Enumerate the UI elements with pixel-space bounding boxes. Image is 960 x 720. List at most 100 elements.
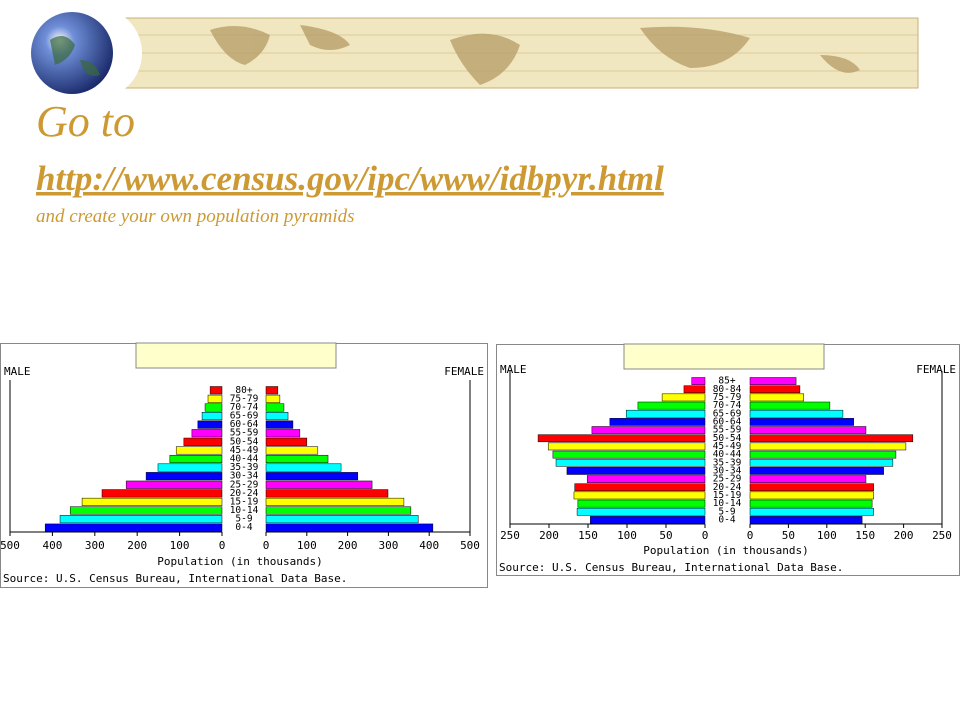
- x-tick-label: 400: [42, 539, 62, 552]
- bar: [265, 497, 405, 506]
- bar: [201, 412, 223, 421]
- age-label: 15-19: [713, 490, 742, 501]
- age-label: 80-84: [713, 384, 742, 395]
- x-axis-label: Population (in thousands): [643, 544, 809, 557]
- bar: [265, 523, 434, 532]
- x-tick-label: 300: [378, 539, 398, 552]
- bar: [265, 515, 419, 524]
- bar: [265, 429, 301, 438]
- bar: [576, 507, 706, 516]
- age-label: 55-59: [230, 428, 259, 439]
- bar: [749, 393, 805, 402]
- age-label: 40-44: [713, 449, 742, 460]
- globe-land: [50, 36, 100, 76]
- link[interactable]: http://www.census.gov/ipc/www/idbpyr.htm…: [36, 159, 664, 198]
- age-label: 30-34: [713, 465, 742, 476]
- bar: [555, 458, 706, 467]
- x-tick-label: 100: [297, 539, 317, 552]
- age-label: 85+: [718, 376, 735, 387]
- age-label: 65-69: [230, 411, 259, 422]
- age-label: 45-49: [713, 441, 742, 452]
- bar: [749, 377, 797, 385]
- age-label: 50-54: [713, 433, 742, 444]
- age-label: 20-24: [230, 488, 259, 499]
- title-box: [623, 343, 825, 370]
- age-label: 25-29: [713, 474, 742, 485]
- bar: [749, 467, 884, 475]
- bar: [691, 377, 706, 385]
- bar: [683, 385, 706, 394]
- title: Go to: [36, 97, 135, 146]
- bar: [265, 437, 308, 446]
- age-label: 75-79: [230, 393, 259, 404]
- age-label: 25-29: [230, 479, 259, 490]
- bar: [749, 442, 907, 451]
- x-tick-label: 200: [539, 529, 559, 542]
- age-label: 50-54: [230, 436, 259, 447]
- bar: [637, 401, 706, 410]
- x-tick-label: 0: [747, 529, 754, 542]
- bar: [265, 472, 359, 481]
- bar: [59, 515, 223, 524]
- bar: [169, 454, 223, 464]
- age-label: 10-14: [230, 505, 259, 516]
- bar: [574, 483, 706, 492]
- bar: [573, 491, 706, 500]
- subtitle: and create your own population pyramids: [36, 206, 355, 227]
- x-tick-label: 500: [460, 539, 480, 552]
- age-label: 5-9: [235, 514, 252, 525]
- age-label: 40-44: [230, 454, 259, 465]
- age-label: 80+: [235, 385, 252, 396]
- bar: [175, 446, 223, 455]
- bar: [552, 450, 706, 459]
- age-label: 20-24: [713, 482, 742, 493]
- bar: [157, 463, 223, 472]
- x-tick-label: 150: [855, 529, 875, 542]
- age-label: 35-39: [230, 462, 259, 473]
- bar: [749, 507, 874, 516]
- bar: [749, 491, 874, 500]
- x-tick-label: 0: [702, 529, 709, 542]
- x-tick-label: 500: [0, 539, 20, 552]
- x-tick-label: 250: [932, 529, 952, 542]
- age-label: 60-64: [713, 416, 742, 427]
- bar: [749, 409, 844, 418]
- bar: [749, 516, 863, 524]
- bar: [265, 420, 294, 429]
- bar: [749, 483, 874, 492]
- x-tick-label: 200: [127, 539, 147, 552]
- bar: [265, 454, 329, 464]
- bar: [749, 401, 831, 410]
- title-box: [135, 342, 337, 369]
- bar: [197, 420, 223, 429]
- x-tick-label: 50: [659, 529, 672, 542]
- x-tick-label: 150: [578, 529, 598, 542]
- bar: [207, 394, 223, 403]
- bar: [265, 394, 281, 403]
- bar: [749, 418, 854, 426]
- x-tick-label: 100: [170, 539, 190, 552]
- bar: [125, 480, 223, 489]
- bar: [265, 489, 389, 498]
- bar: [204, 403, 223, 412]
- bar: [265, 506, 412, 515]
- bar: [81, 497, 223, 506]
- series-label: FEMALE: [916, 363, 956, 376]
- age-label: 0-4: [235, 522, 252, 533]
- bar: [537, 434, 706, 443]
- age-label: 15-19: [230, 496, 259, 507]
- bar: [749, 426, 867, 434]
- age-label: 30-34: [230, 471, 259, 482]
- bar: [265, 386, 279, 395]
- bar: [609, 418, 706, 426]
- bar: [749, 385, 801, 394]
- bar: [749, 499, 873, 508]
- chart-frame: [0, 343, 488, 588]
- bar: [749, 458, 894, 467]
- source: Source: U.S. Census Bureau, Internationa…: [499, 561, 843, 574]
- x-tick-label: 0: [219, 539, 226, 552]
- bar: [749, 475, 867, 483]
- bar: [265, 446, 319, 455]
- age-label: 70-74: [230, 402, 259, 413]
